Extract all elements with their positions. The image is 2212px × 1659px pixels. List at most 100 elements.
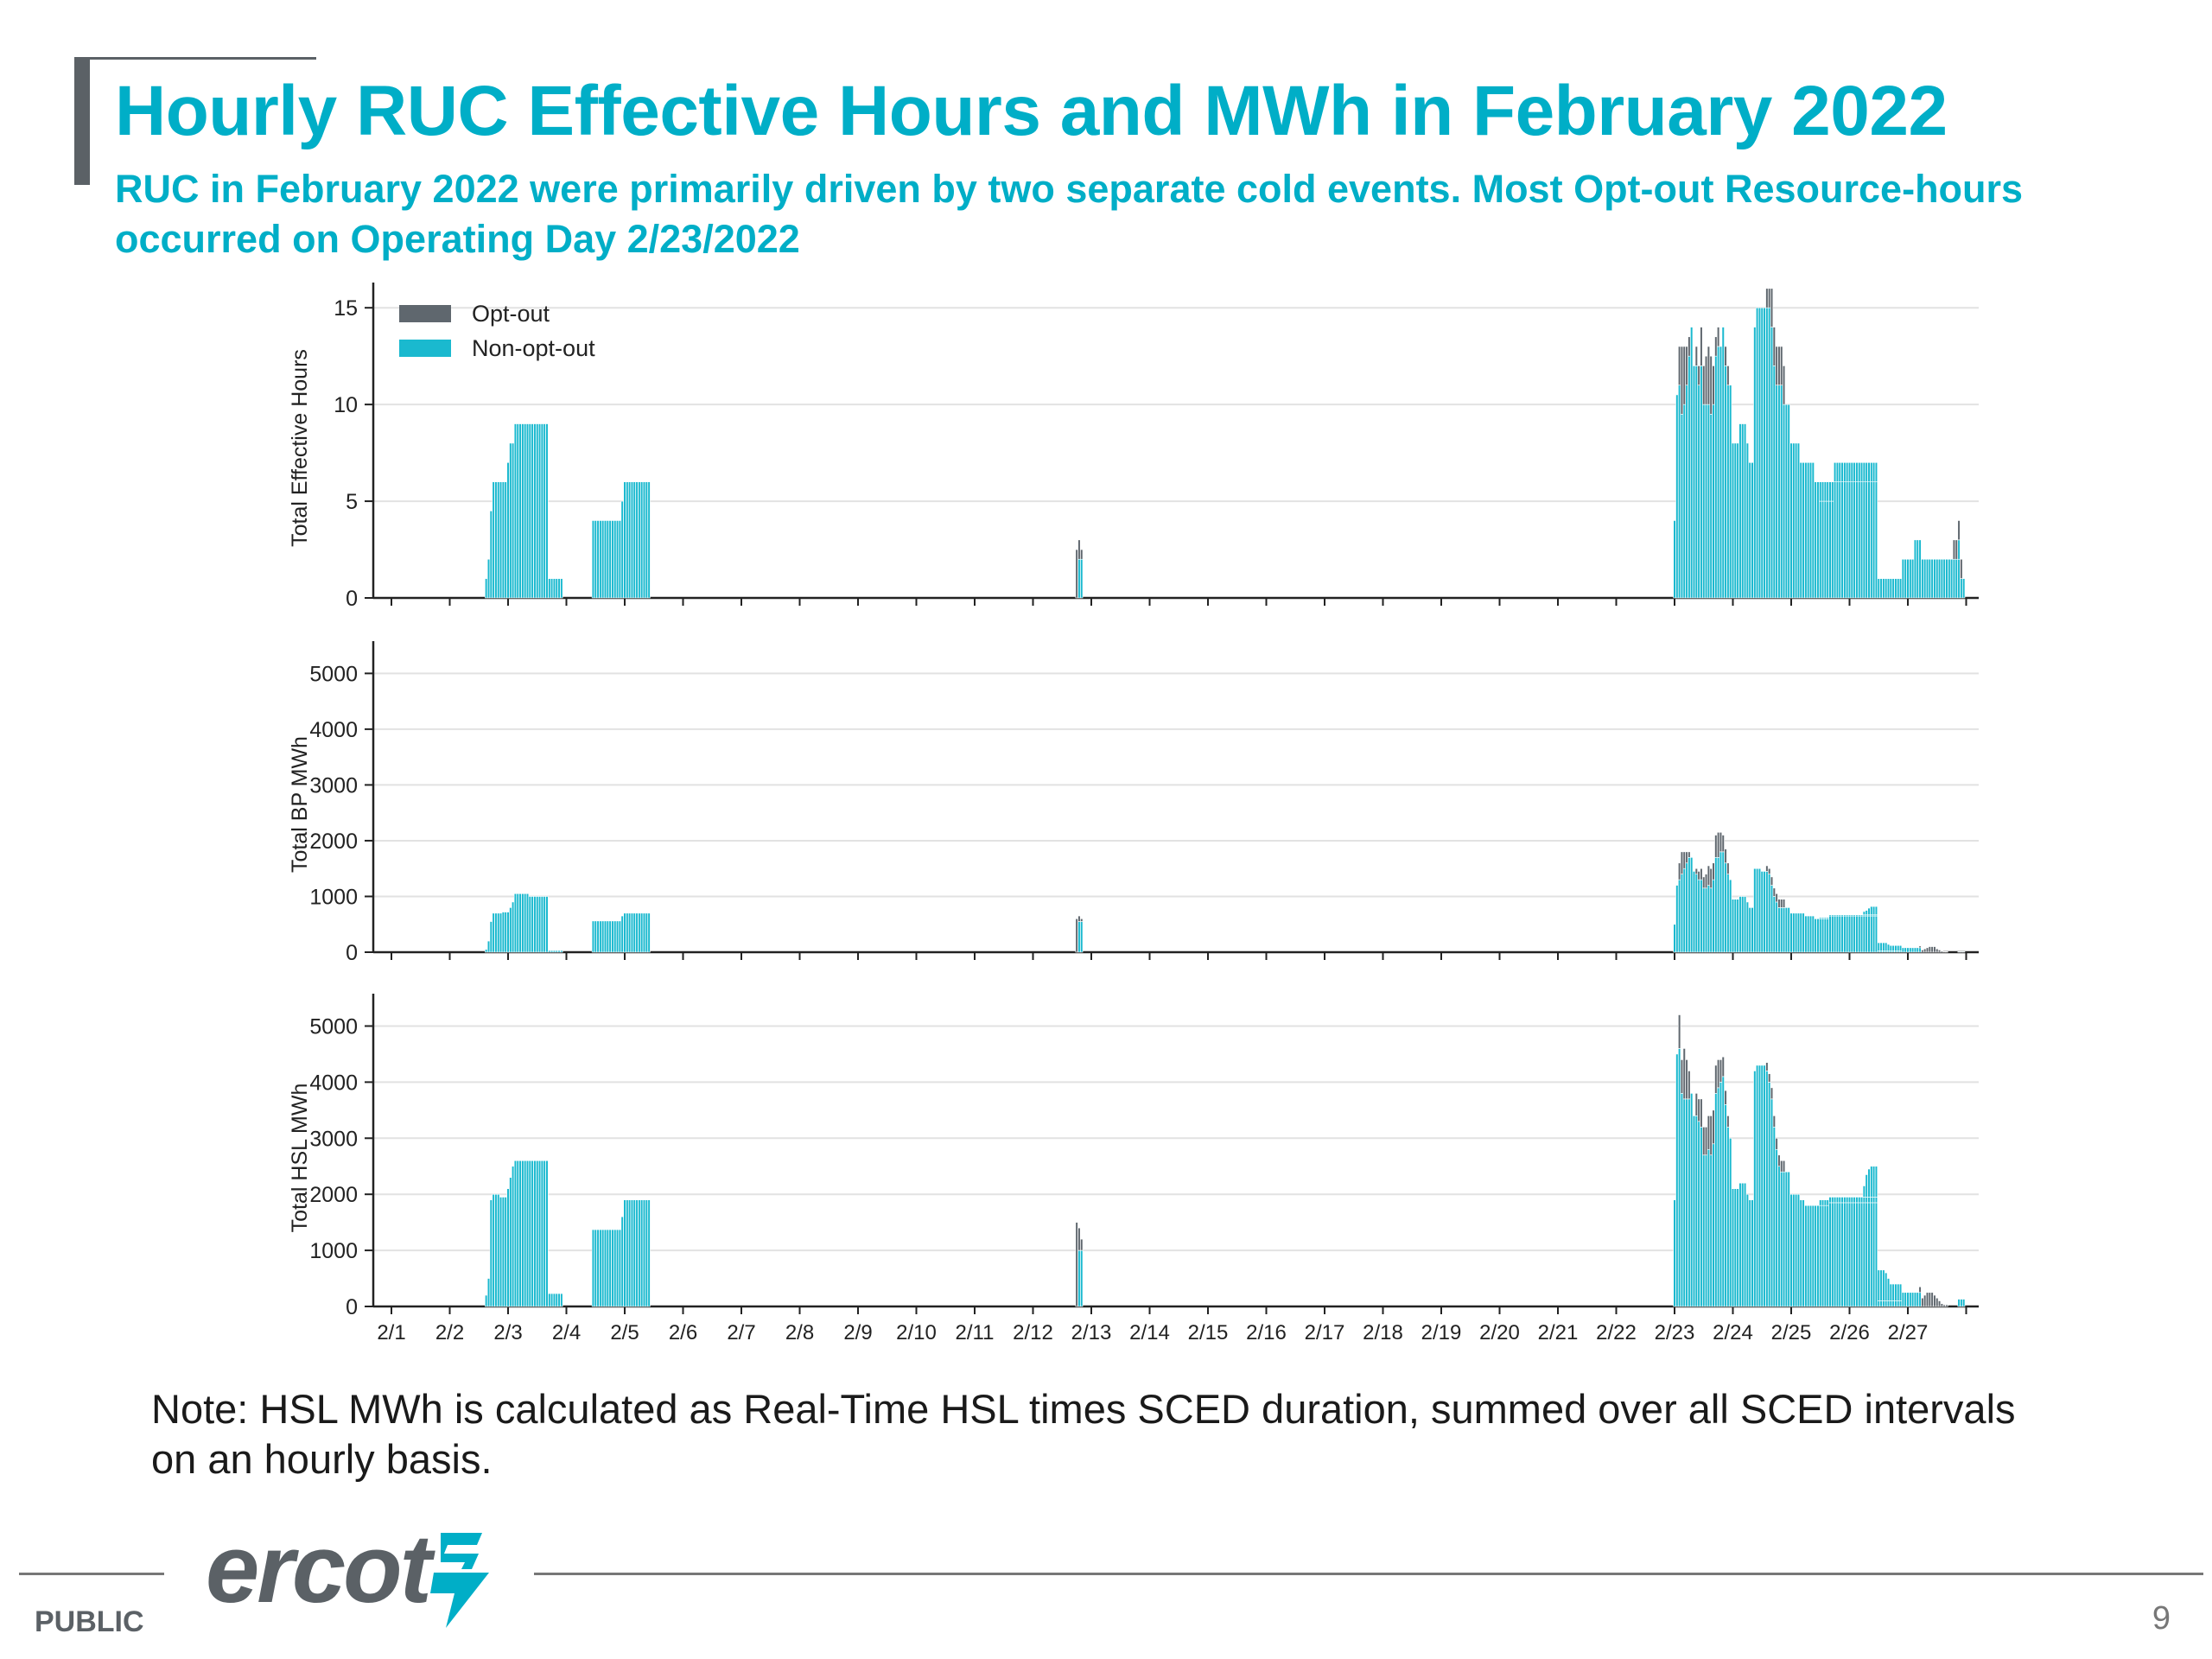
x-tick-label: 2/6 [669,1321,697,1344]
bar-non-opt-out [1709,1154,1713,1307]
bar-non-opt-out [1802,1199,1805,1307]
bar-non-opt-out [1816,918,1820,953]
bar-opt-out [1957,520,1961,541]
bar-non-opt-out [531,896,534,953]
bar-non-opt-out [513,1160,518,1307]
bar-non-opt-out [640,1199,644,1307]
bar-non-opt-out [635,481,639,599]
bar-non-opt-out [1960,1299,1963,1307]
bar-non-opt-out [1704,887,1708,953]
bar-non-opt-out [540,896,543,953]
bar-non-opt-out [1882,1300,1885,1307]
bar-non-opt-out [509,907,512,953]
bar-non-opt-out [1816,481,1820,599]
bar-non-opt-out [513,893,518,953]
bar-opt-out [1080,1238,1084,1251]
bar-non-opt-out [1745,442,1749,599]
bar-opt-out [1925,947,1929,953]
bar-opt-out [1765,1062,1769,1071]
bar-non-opt-out [1729,385,1732,599]
bar-non-opt-out [599,920,602,953]
y-tick-label: 2000 [309,1183,358,1207]
bar-non-opt-out [606,1229,609,1307]
bar-non-opt-out [613,1229,617,1307]
bar-non-opt-out [1804,915,1808,953]
bar-non-opt-out [615,920,620,953]
bar-non-opt-out [626,481,629,599]
bar-non-opt-out [1834,461,1837,482]
bar-non-opt-out [1709,414,1713,599]
bar-non-opt-out [1823,500,1827,599]
bar-non-opt-out [1862,1202,1866,1307]
bar-non-opt-out [1787,404,1790,599]
bar-non-opt-out [1756,868,1759,953]
bar-non-opt-out [536,1160,539,1307]
bar-non-opt-out [1867,461,1871,482]
bar-non-opt-out [1826,1205,1829,1307]
bar-non-opt-out [1835,1202,1840,1307]
bar-opt-out [1697,1098,1700,1122]
bar-non-opt-out [1960,951,1963,953]
bar-non-opt-out [1879,1300,1883,1307]
bar-non-opt-out [552,950,556,953]
bar-non-opt-out [1858,481,1861,599]
bar-non-opt-out [1867,907,1871,916]
bar-non-opt-out [516,1160,519,1307]
logo-wordmark: ercot [206,1515,432,1623]
bar-non-opt-out [1782,1171,1786,1307]
bar-opt-out [1682,851,1686,869]
bar-non-opt-out [620,1216,624,1307]
x-tick-label: 2/9 [843,1321,872,1344]
bar-non-opt-out [1855,914,1859,917]
bar-non-opt-out [1962,1299,1966,1307]
bar-non-opt-out [1865,910,1868,916]
note: Note: HSL MWh is calculated as Real-Time… [151,1384,2035,1484]
bar-non-opt-out [1850,481,1853,599]
bar-non-opt-out [1909,947,1912,953]
bar-non-opt-out [601,1229,605,1307]
bar-non-opt-out [1819,918,1822,953]
bar-non-opt-out [620,500,624,599]
bar-opt-out [1936,948,1939,953]
bar-non-opt-out [1847,461,1852,482]
bar-non-opt-out [1738,1182,1742,1307]
bar-non-opt-out [1835,914,1840,917]
bar-non-opt-out [485,949,488,953]
bar-opt-out [1960,558,1963,579]
bar-non-opt-out [512,442,515,599]
bar-opt-out [1770,288,1774,327]
bar-opt-out [1688,851,1691,858]
bar-non-opt-out [492,1193,495,1307]
bar-non-opt-out [1916,1292,1919,1307]
bar-non-opt-out [1867,915,1871,953]
bar-non-opt-out [1748,907,1751,953]
bar-non-opt-out [615,520,620,599]
bar-opt-out [1726,365,1730,386]
bar-non-opt-out [1877,578,1880,599]
bar-non-opt-out [1867,1202,1871,1307]
bar-opt-out [1714,1065,1718,1094]
bar-non-opt-out [1756,307,1759,599]
bar-non-opt-out [1913,1292,1917,1307]
bar-non-opt-out [1080,558,1084,599]
bar-non-opt-out [1840,914,1844,917]
bar-non-opt-out [1911,558,1915,599]
bar-non-opt-out [540,423,543,599]
legend-swatch [399,305,451,322]
bar-non-opt-out [1858,914,1861,917]
bar-non-opt-out [638,1199,641,1307]
bar-non-opt-out [626,1199,629,1307]
bar-non-opt-out [1898,578,1903,599]
bar-non-opt-out [1957,558,1961,599]
bar-non-opt-out [1787,907,1790,953]
bar-non-opt-out [1834,481,1837,599]
bar-non-opt-out [647,912,651,953]
bar-non-opt-out [608,920,612,953]
bar-non-opt-out [1775,1148,1778,1307]
bar-non-opt-out [1826,918,1829,953]
bar-opt-out [1077,915,1081,922]
bar-non-opt-out [1859,1202,1864,1307]
bar-non-opt-out [548,578,551,599]
bar-non-opt-out [509,442,512,599]
y-tick-label: 10 [334,393,358,417]
